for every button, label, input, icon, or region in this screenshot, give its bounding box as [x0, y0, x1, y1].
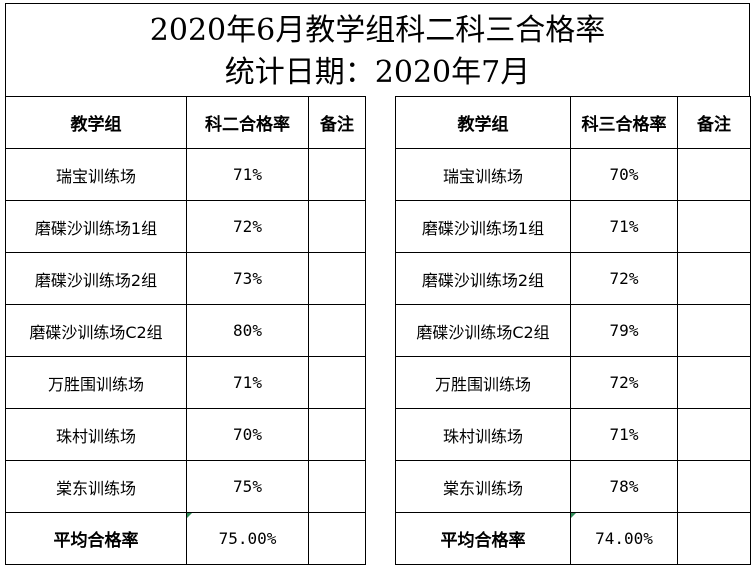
- rate-cell[interactable]: 79%: [570, 304, 678, 357]
- table-row: 珠村训练场 70%: [5, 408, 366, 461]
- note-cell[interactable]: [677, 148, 751, 201]
- formula-marker-icon: [187, 513, 192, 518]
- table-row: 万胜围训练场 71%: [5, 356, 366, 409]
- header-rate[interactable]: 科三合格率: [570, 96, 678, 149]
- table-header-row: 教学组 科二合格率 备注: [5, 96, 366, 149]
- group-cell[interactable]: 万胜围训练场: [5, 356, 187, 409]
- group-cell[interactable]: 棠东训练场: [395, 460, 571, 513]
- table-row: 瑞宝训练场 70%: [395, 148, 751, 201]
- group-cell[interactable]: 磨碟沙训练场C2组: [395, 304, 571, 357]
- note-cell[interactable]: [308, 252, 366, 305]
- rate-cell[interactable]: 75%: [186, 460, 309, 513]
- note-cell[interactable]: [677, 252, 751, 305]
- rate-cell[interactable]: 80%: [186, 304, 309, 357]
- note-cell[interactable]: [677, 356, 751, 409]
- table-row: 棠东训练场 75%: [5, 460, 366, 513]
- note-cell[interactable]: [677, 408, 751, 461]
- table-row: 磨碟沙训练场1组 71%: [395, 200, 751, 253]
- group-cell[interactable]: 珠村训练场: [5, 408, 187, 461]
- average-value-cell[interactable]: 75.00%: [186, 512, 309, 565]
- rate-cell[interactable]: 71%: [570, 200, 678, 253]
- average-value-cell[interactable]: 74.00%: [570, 512, 678, 565]
- note-cell[interactable]: [308, 408, 366, 461]
- note-cell[interactable]: [677, 200, 751, 253]
- rate-cell[interactable]: 78%: [570, 460, 678, 513]
- note-cell[interactable]: [308, 356, 366, 409]
- average-row: 平均合格率 75.00%: [5, 512, 366, 565]
- header-group[interactable]: 教学组: [5, 96, 187, 149]
- group-cell[interactable]: 瑞宝训练场: [5, 148, 187, 201]
- table-row: 磨碟沙训练场C2组 79%: [395, 304, 751, 357]
- rate-cell[interactable]: 72%: [570, 356, 678, 409]
- header-note[interactable]: 备注: [677, 96, 751, 149]
- rate-cell[interactable]: 72%: [186, 200, 309, 253]
- rate-cell[interactable]: 70%: [570, 148, 678, 201]
- table-header-row: 教学组 科三合格率 备注: [395, 96, 751, 149]
- rate-cell[interactable]: 71%: [570, 408, 678, 461]
- group-cell[interactable]: 磨碟沙训练场1组: [395, 200, 571, 253]
- average-label-cell[interactable]: 平均合格率: [395, 512, 571, 565]
- note-cell[interactable]: [677, 512, 751, 565]
- group-cell[interactable]: 磨碟沙训练场2组: [5, 252, 187, 305]
- header-note[interactable]: 备注: [308, 96, 366, 149]
- note-cell[interactable]: [308, 460, 366, 513]
- rate-cell[interactable]: 72%: [570, 252, 678, 305]
- average-label-cell[interactable]: 平均合格率: [5, 512, 187, 565]
- note-cell[interactable]: [308, 304, 366, 357]
- title-line-1: 2020年6月教学组科二科三合格率: [149, 13, 606, 48]
- table-row: 磨碟沙训练场2组 72%: [395, 252, 751, 305]
- note-cell[interactable]: [677, 304, 751, 357]
- rate-cell[interactable]: 70%: [186, 408, 309, 461]
- table-row: 万胜围训练场 72%: [395, 356, 751, 409]
- table-row: 棠东训练场 78%: [395, 460, 751, 513]
- header-rate[interactable]: 科二合格率: [186, 96, 309, 149]
- subject-three-table: 教学组 科三合格率 备注 瑞宝训练场 70% 磨碟沙训练场1组 71% 磨碟沙训…: [395, 96, 751, 565]
- table-row: 瑞宝训练场 71%: [5, 148, 366, 201]
- title-line-2: 统计日期：2020年7月: [224, 55, 531, 90]
- group-cell[interactable]: 珠村训练场: [395, 408, 571, 461]
- table-row: 磨碟沙训练场C2组 80%: [5, 304, 366, 357]
- rate-cell[interactable]: 71%: [186, 356, 309, 409]
- group-cell[interactable]: 磨碟沙训练场1组: [5, 200, 187, 253]
- note-cell[interactable]: [308, 148, 366, 201]
- note-cell[interactable]: [677, 460, 751, 513]
- note-cell[interactable]: [308, 512, 366, 565]
- group-cell[interactable]: 万胜围训练场: [395, 356, 571, 409]
- formula-marker-icon: [571, 513, 576, 518]
- rate-cell[interactable]: 71%: [186, 148, 309, 201]
- title-cell[interactable]: 2020年6月教学组科二科三合格率 统计日期：2020年7月: [5, 3, 750, 96]
- group-cell[interactable]: 磨碟沙训练场C2组: [5, 304, 187, 357]
- group-cell[interactable]: 棠东训练场: [5, 460, 187, 513]
- table-row: 珠村训练场 71%: [395, 408, 751, 461]
- rate-cell[interactable]: 73%: [186, 252, 309, 305]
- table-row: 磨碟沙训练场2组 73%: [5, 252, 366, 305]
- note-cell[interactable]: [308, 200, 366, 253]
- subject-two-table: 教学组 科二合格率 备注 瑞宝训练场 71% 磨碟沙训练场1组 72% 磨碟沙训…: [5, 96, 366, 565]
- group-cell[interactable]: 瑞宝训练场: [395, 148, 571, 201]
- table-row: 磨碟沙训练场1组 72%: [5, 200, 366, 253]
- group-cell[interactable]: 磨碟沙训练场2组: [395, 252, 571, 305]
- spreadsheet-sheet: 2020年6月教学组科二科三合格率 统计日期：2020年7月 教学组 科二合格率…: [5, 3, 751, 565]
- column-gap: [365, 96, 395, 565]
- average-row: 平均合格率 74.00%: [395, 512, 751, 565]
- header-group[interactable]: 教学组: [395, 96, 571, 149]
